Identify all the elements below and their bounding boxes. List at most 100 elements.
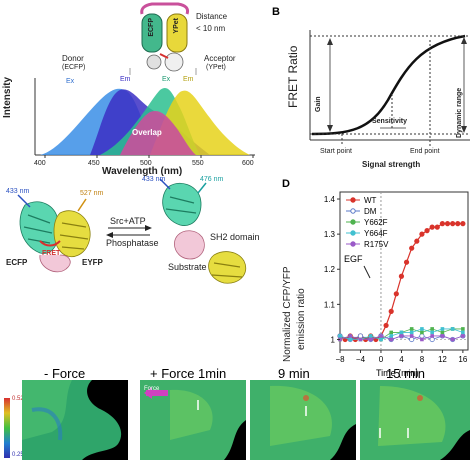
y-tick-label: 1.4 [324,195,336,204]
force-arrow-head [144,387,152,399]
gain-arrow-head-up [327,38,333,45]
panel-a-xlabel: Wavelength (nm) [102,166,183,177]
x-tick-label: 8 [420,355,425,364]
tick-450: 450 [88,160,100,167]
substrate-label: Substrate [168,262,207,272]
acceptor-label: Acceptor [204,54,236,63]
legend-marker [350,197,356,203]
panel-c-graphic [17,178,247,284]
legend-marker [350,219,356,225]
panel-b-ylabel: FRET Ratio [286,45,300,108]
title-force-1min: + Force 1min [150,366,227,381]
tick-400: 400 [34,160,46,167]
tick-550: 550 [192,160,204,167]
data-point [440,330,445,335]
data-point [450,337,455,342]
substrate-ball [146,54,162,70]
x-tick-label: 4 [399,355,404,364]
tick-600: 600 [242,160,254,167]
ypet-label: YPet [173,18,180,34]
data-point [461,327,465,331]
data-point [409,336,415,343]
panel-b-letter: B [272,6,280,18]
reaction-bottom-label: Phosphatase [106,238,159,248]
panel-b-xlabel: Signal strength [362,160,421,169]
image-9min [250,380,356,460]
data-point [440,327,445,331]
distance-value: < 10 nm [196,24,226,33]
gain-arrow-head-down [327,125,333,132]
ecfp-left-label: ECFP [6,258,28,267]
data-point [409,327,414,331]
data-point [403,259,410,265]
end-point-label: End point [410,148,440,155]
ecfp-barrel [141,13,163,53]
panel-a-ticks [44,155,254,158]
reaction-arrows [106,225,152,238]
x-tick-label: 12 [438,355,447,364]
panel-a-graphic [34,2,255,158]
linker [140,2,190,15]
distance-label: Distance [196,12,228,21]
legend-label-wt: WT [364,196,377,205]
data-point [388,308,394,314]
data-point [409,334,414,338]
dr-arrow-head-up [461,37,467,44]
data-point [389,337,393,342]
data-point [461,334,465,338]
donor-sub: (ECFP) [62,64,86,71]
scale-bottom-label: 0.25 [12,452,24,458]
data-point [368,334,373,338]
data-point [461,330,465,335]
data-point [409,330,414,335]
panel-d-ylabel-1: Normalized CFP/YFP [282,266,293,362]
y-tick-label: 1 [331,335,336,344]
title-15min: 15 min [386,366,426,381]
legend-marker [350,230,356,236]
fret-label: FRET [42,250,61,257]
ratio-color-scale [4,398,10,458]
data-point [429,336,435,343]
data-point [450,221,456,227]
data-point [398,273,405,279]
x-tick-label: 0 [379,355,384,364]
y-tick-label: 1.3 [324,230,336,239]
egf-annotation: EGF [344,254,363,264]
legend-marker [350,241,356,247]
data-point [440,334,445,338]
panel-d-chart: WT DM Y662F Y664F R175V 1 1.1 1.2 1.3 1.4 −8 −4 0 4 8… [324,191,469,378]
x-tick-label: −4 [356,355,366,364]
panel-d-legend: WT DM Y662F Y664F R175V [346,196,389,249]
panel-d-xlabel: Time (min) [376,368,419,378]
reaction-top-label: Src+ATP [110,216,146,226]
data-point [424,228,430,234]
image-force-1min [140,380,246,460]
data-point [460,221,466,227]
gain-label: Gain [315,96,322,112]
egf-arrow [363,265,371,279]
donor-label: Donor [62,54,84,63]
overlap-label: Overlap [132,128,162,137]
series-line-wt [339,222,463,341]
left-sensor [17,194,91,273]
x-tick-label: −8 [335,355,345,364]
y-tick-label: 1.1 [324,300,336,309]
scale-top-label: 0.52 [12,396,24,402]
image-minus-force [22,380,128,460]
force-arrow [146,390,168,396]
ypet-em-label: Em [183,76,194,83]
panel-a-ylabel: Intensity [2,76,13,118]
panel-d-series [337,221,466,343]
legend-label-y662f: Y662F [364,218,388,227]
panel-d-ticks: 1 1.1 1.2 1.3 1.4 −8 −4 0 4 8 12 16 [324,195,468,364]
data-point [420,327,424,331]
y-tick-label: 1.2 [324,265,336,274]
data-point [399,334,404,338]
left-433-label: 433 nm [6,188,30,195]
ypet-barrel [166,13,188,53]
data-point [379,337,383,342]
data-point [430,334,434,338]
start-point-label: Start point [320,148,352,155]
legend-label-dm: DM [364,207,377,216]
data-point [399,330,404,335]
